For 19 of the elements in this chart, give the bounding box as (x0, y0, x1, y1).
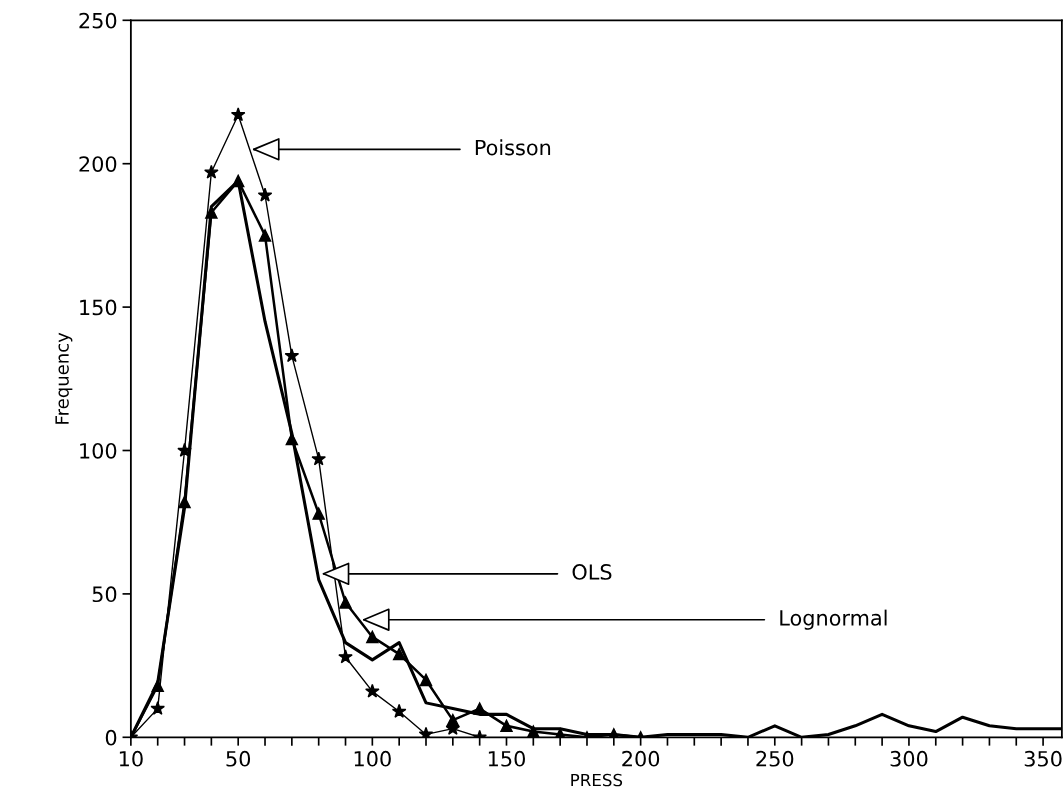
y-tick-label: 0 (105, 729, 117, 746)
x-tick-label: 350 (1024, 750, 1062, 767)
x-tick-label: 100 (354, 750, 391, 767)
annotation: Poisson (475, 139, 551, 156)
x-tick-label: 150 (488, 750, 525, 767)
y-tick-label: 200 (79, 156, 117, 172)
y-axis-title: Frequency (55, 332, 73, 424)
y-tick-label: 50 (92, 586, 117, 603)
x-tick-label: 200 (622, 750, 660, 767)
annotation: Lognormal (780, 609, 887, 630)
x-axis-title: PRESS (571, 773, 623, 787)
x-tick-label: 50 (226, 750, 251, 767)
y-tick-label: 150 (80, 299, 117, 316)
annotation: OLS (572, 564, 612, 580)
x-tick-label: 10 (119, 750, 143, 767)
y-tick-label: 100 (80, 442, 117, 459)
x-tick-label: 250 (756, 750, 794, 767)
x-tick-label: 300 (890, 750, 928, 767)
y-tick-label: 250 (79, 12, 117, 29)
